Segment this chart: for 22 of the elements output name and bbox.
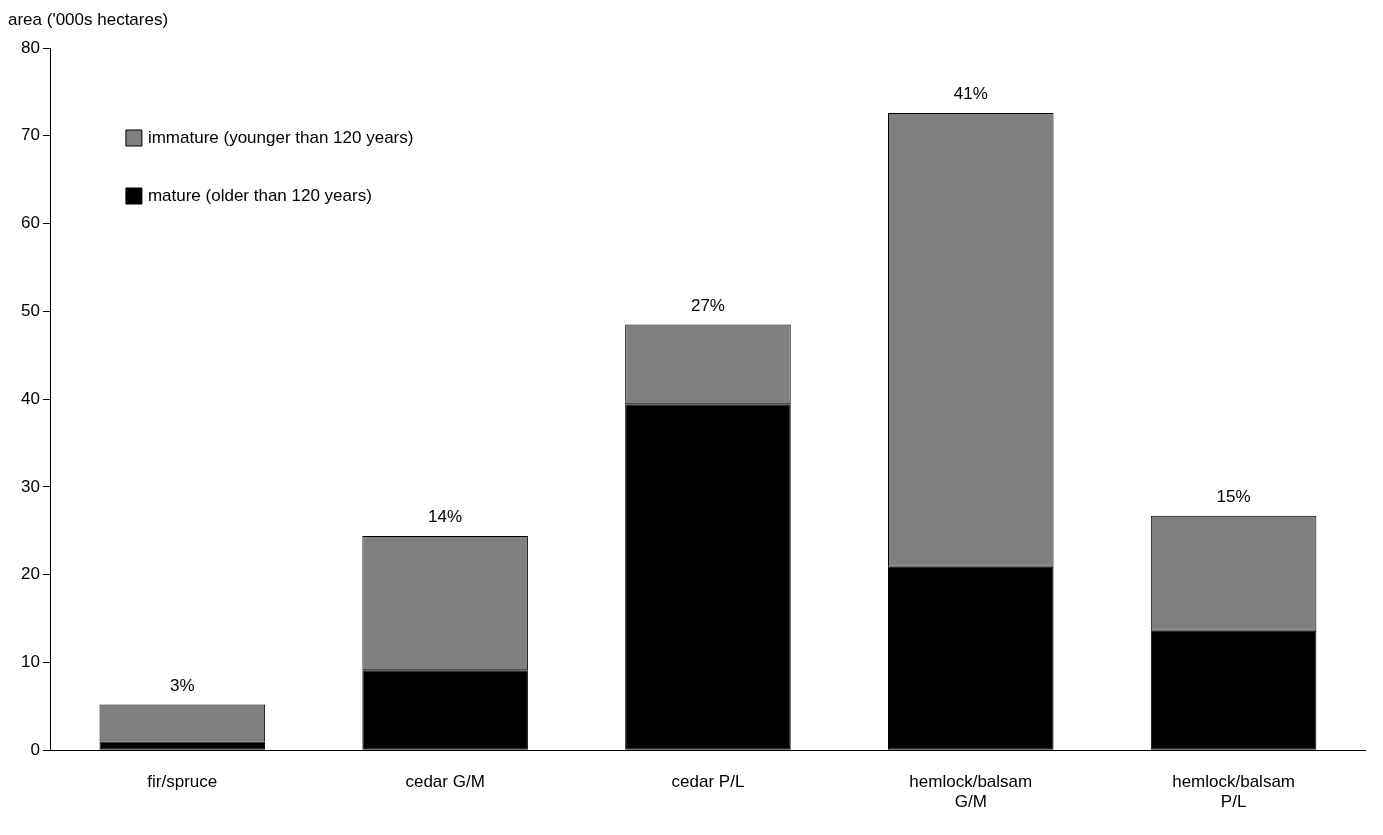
annotation: 27% bbox=[690, 295, 725, 315]
annotation: 15% bbox=[1216, 487, 1251, 507]
x-tick-label: cedar G/M bbox=[405, 772, 485, 792]
y-tick-label: 60 bbox=[20, 213, 40, 233]
y-tick-label: 20 bbox=[20, 564, 40, 584]
annotation: 41% bbox=[953, 84, 988, 104]
legend-label: mature (older than 120 years) bbox=[147, 185, 372, 205]
y-tick-label: 80 bbox=[20, 37, 40, 57]
y-tick-label: 10 bbox=[20, 652, 40, 672]
x-tick-label: cedar P/L bbox=[671, 772, 745, 792]
y-tick-label: 30 bbox=[20, 476, 40, 496]
x-tick-label: fir/spruce bbox=[147, 772, 218, 792]
x-tick-label: hemlock/balsam G/M bbox=[909, 772, 1033, 812]
y-tick-label: 40 bbox=[20, 388, 40, 408]
y-tick-label: 50 bbox=[20, 301, 40, 321]
legend-label: immature (younger than 120 years) bbox=[147, 127, 414, 147]
y-axis-title: area ('000s hectares) bbox=[8, 10, 169, 30]
annotation: 14% bbox=[428, 507, 463, 527]
y-tick-label: 0 bbox=[30, 739, 40, 759]
annotation: 3% bbox=[170, 675, 195, 695]
x-tick-label: hemlock/balsam P/L bbox=[1172, 772, 1296, 812]
y-tick-label: 70 bbox=[20, 125, 40, 145]
